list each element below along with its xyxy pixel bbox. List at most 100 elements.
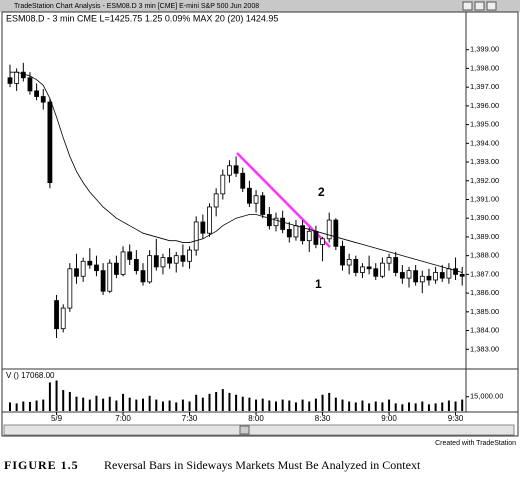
volume-bar — [248, 397, 251, 411]
candle-body — [273, 217, 279, 227]
volume-bar — [301, 399, 304, 411]
candle-body — [326, 219, 332, 240]
volume-bar — [348, 401, 351, 411]
minimize-button[interactable] — [462, 1, 473, 11]
y-tick-label: 1,391.00 — [470, 194, 499, 203]
volume-bar — [414, 403, 417, 411]
volume-bar — [388, 399, 391, 411]
candle-body — [266, 214, 272, 227]
volume-bar — [381, 402, 384, 411]
candle-body — [313, 230, 319, 245]
candle-body — [167, 257, 173, 264]
volume-bar — [28, 401, 31, 411]
volume-bar — [55, 380, 58, 411]
candle-body — [459, 273, 465, 277]
candle-body — [360, 266, 365, 273]
figure-caption: Reversal Bars in Sideways Markets Must B… — [104, 458, 421, 472]
candle-body — [413, 270, 419, 283]
y-tick-label: 1,399.00 — [470, 45, 499, 54]
x-tick-label: 9:00 — [381, 414, 397, 423]
candle-body — [80, 260, 86, 277]
candle-body — [446, 268, 452, 279]
candle-body — [260, 195, 266, 215]
volume-bar — [361, 400, 364, 411]
volume-bar — [201, 397, 204, 411]
candle-body — [60, 307, 66, 330]
x-tick-label: 8:00 — [248, 414, 264, 423]
candle-body — [120, 251, 126, 275]
candle-body — [227, 165, 232, 176]
candle-body — [246, 187, 252, 204]
candle-body — [220, 174, 226, 195]
volume-bar — [401, 404, 404, 411]
candle-body — [187, 249, 192, 262]
volume-bar — [128, 397, 131, 411]
volume-bar — [42, 399, 45, 411]
volume-bar — [142, 398, 144, 411]
candle-body — [193, 221, 199, 251]
volume-bar — [82, 397, 85, 411]
candle-body — [433, 272, 439, 281]
volume-bar — [221, 389, 224, 411]
volume-bar — [108, 396, 111, 411]
candle-body — [74, 268, 79, 277]
figure-number: FIGURE 1.5 — [4, 458, 79, 472]
volume-bar — [427, 404, 430, 411]
volume-bar — [421, 401, 424, 411]
title-bar — [0, 0, 520, 12]
y-tick-label: 1,390.00 — [470, 213, 499, 222]
volume-bar — [341, 399, 344, 411]
volume-bar — [447, 400, 450, 411]
candle-body — [207, 206, 212, 234]
volume-bar — [394, 403, 397, 411]
window-title: TradeStation Chart Analysis - ESM08.D 3 … — [14, 3, 259, 10]
volume-bar — [328, 392, 331, 411]
x-tick-label: 5/9 — [51, 414, 63, 423]
candle-body — [100, 270, 106, 292]
candle-body — [87, 260, 93, 266]
candle-body — [107, 262, 113, 292]
volume-bar — [314, 398, 317, 411]
y-tick-label: 1,392.00 — [470, 176, 499, 185]
volume-bar — [354, 402, 357, 411]
volume-bar — [161, 401, 164, 411]
candle-body — [20, 71, 26, 79]
volume-bar — [321, 394, 324, 411]
volume-bar — [22, 401, 25, 411]
candle-body — [300, 225, 306, 242]
volume-bar — [68, 391, 71, 411]
candle-body — [393, 257, 399, 273]
candle-body — [180, 255, 186, 262]
close-button[interactable] — [486, 1, 497, 11]
y-tick-label: 1,388.00 — [470, 251, 499, 260]
volume-bar — [255, 399, 258, 411]
volume-bar — [62, 390, 65, 411]
candle-body — [406, 270, 412, 279]
volume-bar — [95, 395, 98, 411]
candle-body — [34, 90, 39, 97]
volume-bar — [48, 382, 51, 411]
volume-bar — [35, 400, 38, 411]
volume-bar — [268, 400, 271, 411]
y-tick-label: 1,398.00 — [470, 63, 499, 72]
candle-body — [333, 219, 339, 247]
volume-label: V () 17068.00 — [6, 371, 55, 380]
candle-body — [453, 268, 458, 275]
volume-bar — [408, 402, 410, 411]
volume-bar — [441, 402, 444, 411]
volume-bar — [208, 393, 211, 411]
volume-bar — [275, 401, 277, 411]
candle-body — [7, 77, 13, 84]
candle-body — [426, 275, 432, 281]
y-tick-label: 1,386.00 — [470, 288, 499, 297]
candle-body — [47, 101, 53, 184]
scroll-thumb[interactable] — [239, 425, 250, 435]
maximize-button[interactable] — [474, 1, 485, 11]
volume-bar — [241, 396, 244, 411]
volume-bar — [181, 399, 184, 411]
candle-body — [14, 71, 20, 84]
candle-body — [233, 165, 239, 174]
scrollbar[interactable] — [3, 424, 515, 436]
chart-header: ESM08.D - 3 min CME L=1425.75 1.25 0.09%… — [6, 13, 278, 23]
